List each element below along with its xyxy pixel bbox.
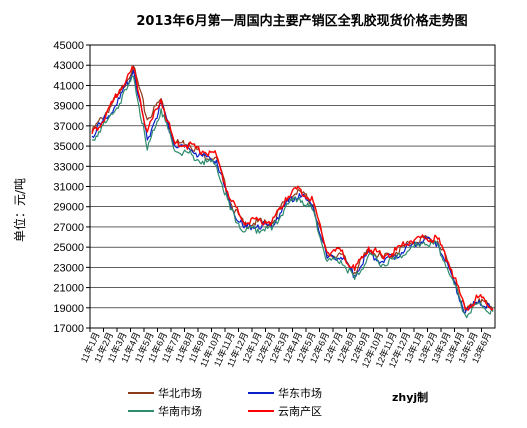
y-tick-label: 25000 [53,242,84,254]
series-lines [91,65,494,319]
chart-title: 2013年6月第一周国内主要产销区全乳胶现货价格走势图 [136,13,467,29]
y-tick-label: 27000 [53,222,84,234]
grid-lines [90,64,495,309]
y-tick-label: 33000 [53,161,84,173]
y-tick-label: 41000 [53,80,84,92]
y-tick-label: 21000 [53,283,84,295]
plot-area [89,44,496,329]
y-tick-label: 37000 [53,121,84,133]
y-tick-label: 35000 [53,141,84,153]
legend-label-3: 华南市场 [158,404,202,418]
y-axis-ticks: 17000 19000 21000 23000 25000 27000 29000 31000… [53,40,90,335]
y-tick-label: 17000 [53,323,84,335]
y-tick-label: 23000 [53,262,84,274]
y-tick-label: 31000 [53,182,84,194]
x-axis-ticks: 11年1月11年2月11年3月11年4月11年5月11年6月11年7月11年8月… [78,328,493,369]
series-line-3 [92,75,494,319]
series-line-1 [91,65,494,312]
legend-label-2: 华东市场 [278,386,322,400]
y-tick-label: 19000 [53,303,84,315]
y-tick-label: 43000 [53,60,84,72]
y-tick-label: 45000 [53,40,84,52]
chart-note: zhyj制 [392,390,428,404]
y-tick-label: 29000 [53,202,84,214]
y-axis-label: 单位：元/吨 [12,178,27,242]
y-tick-label: 39000 [53,101,84,113]
legend-label-4: 云南产区 [278,404,322,418]
legend-label-1: 华北市场 [158,386,202,400]
series-line-4 [91,65,494,311]
